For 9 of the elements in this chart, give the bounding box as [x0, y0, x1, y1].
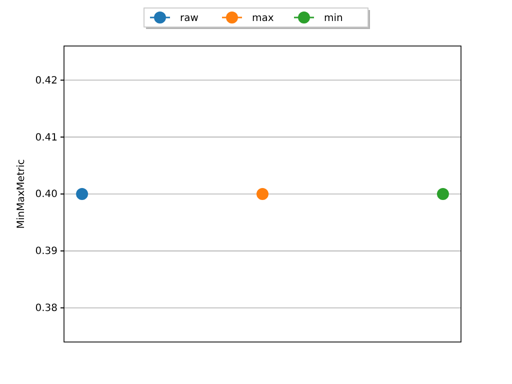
y-tick-label: 0.41 — [35, 132, 58, 144]
y-tick-label: 0.40 — [35, 189, 58, 200]
legend-label: min — [324, 13, 343, 24]
legend-label: raw — [180, 13, 198, 24]
legend-label: max — [252, 13, 274, 24]
y-axis-title: MinMaxMetric — [16, 159, 27, 229]
y-tick-label: 0.39 — [35, 246, 58, 258]
y-tick-label: 0.38 — [35, 303, 58, 314]
y-tick-label: 0.42 — [35, 75, 58, 86]
